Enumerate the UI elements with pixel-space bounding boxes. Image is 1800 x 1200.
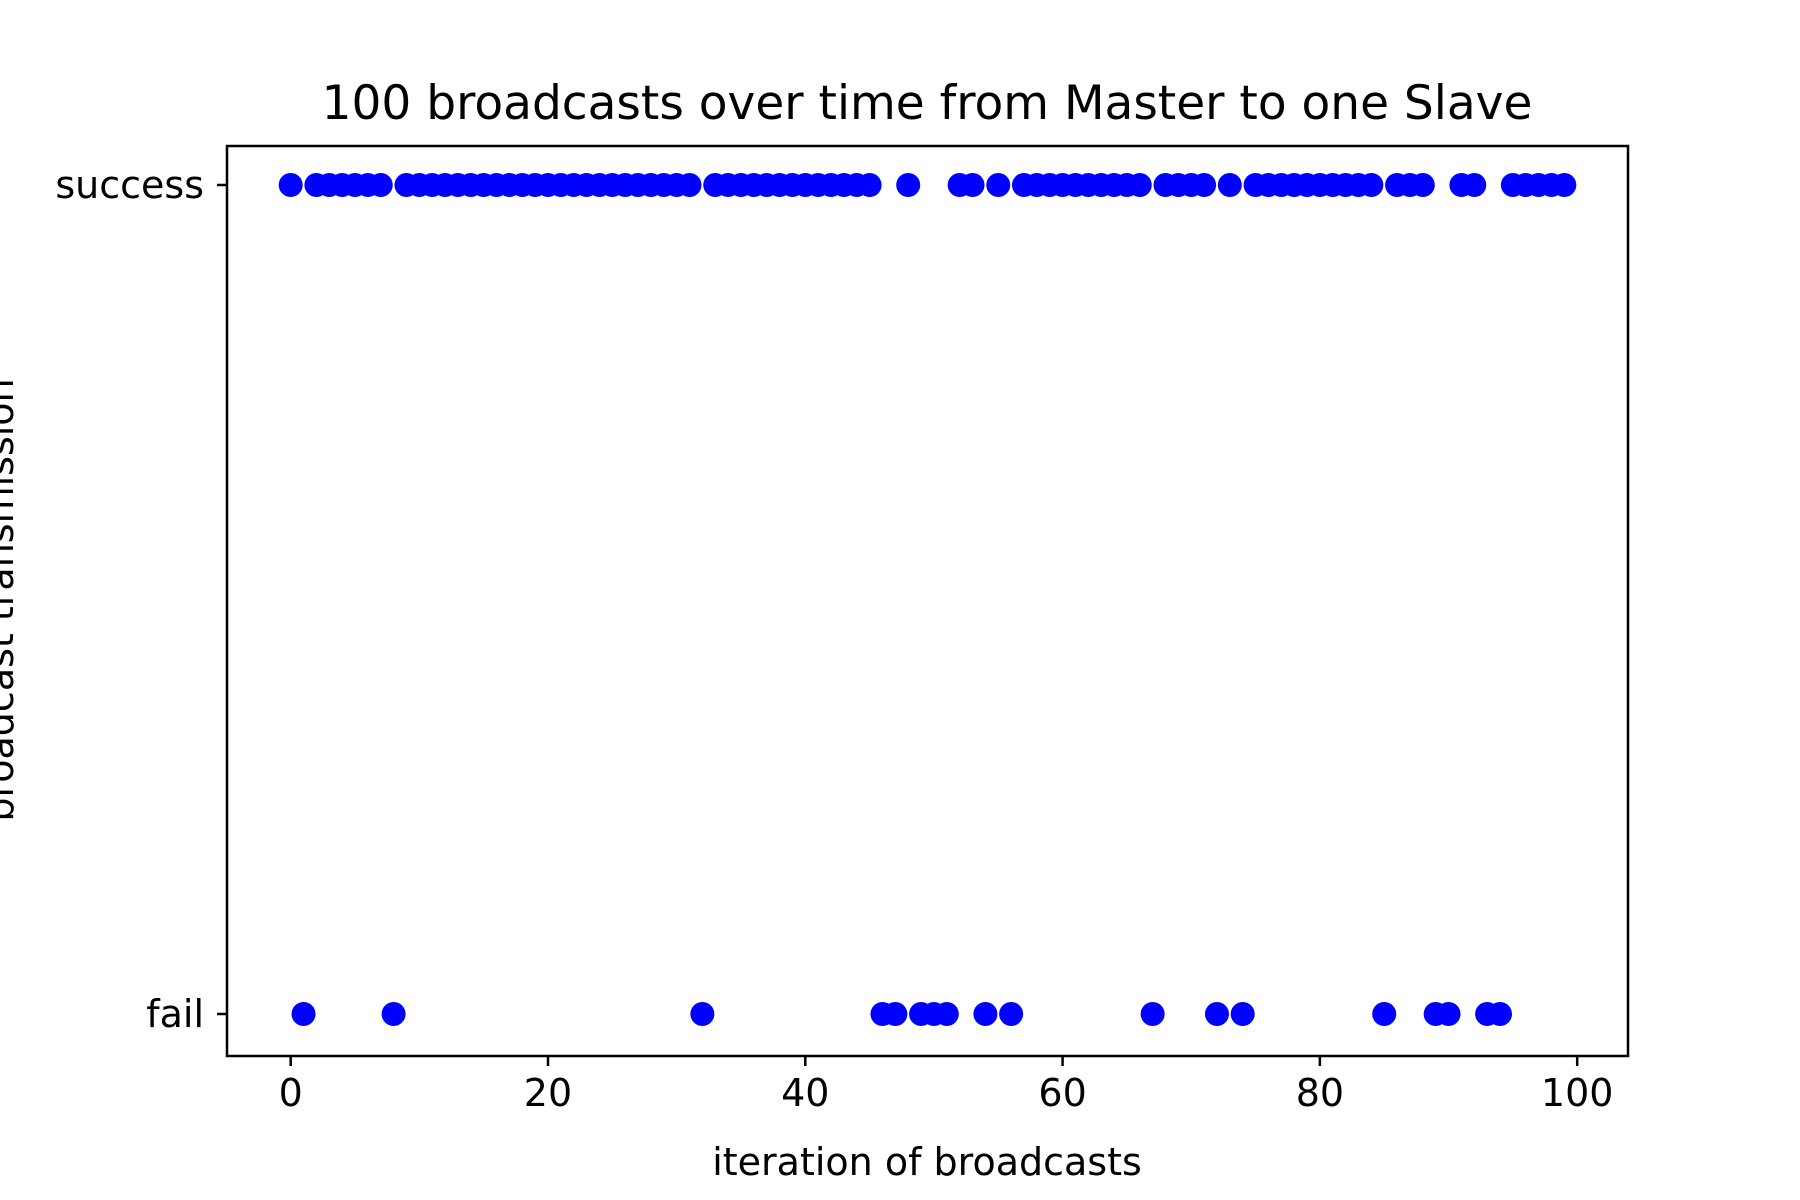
- data-point: [1204, 1002, 1229, 1026]
- x-tick-label: 0: [279, 1071, 303, 1115]
- data-point: [291, 1002, 316, 1026]
- data-point: [999, 1002, 1024, 1026]
- data-point: [690, 1002, 715, 1026]
- data-point: [1230, 1002, 1255, 1026]
- data-point: [1552, 173, 1577, 197]
- data-point: [1410, 173, 1435, 197]
- x-axis-label: iteration of broadcasts: [712, 1140, 1142, 1184]
- data-point: [896, 173, 921, 197]
- data-point: [986, 173, 1011, 197]
- y-axis-ticks: fail success: [55, 163, 227, 1036]
- data-point: [278, 173, 303, 197]
- y-tick-label-fail: fail: [146, 992, 204, 1036]
- data-point: [1359, 173, 1384, 197]
- data-point: [857, 173, 882, 197]
- x-tick-label: 100: [1541, 1071, 1614, 1115]
- data-point: [1217, 173, 1242, 197]
- data-point: [1436, 1002, 1461, 1026]
- data-point: [677, 173, 702, 197]
- y-axis-label: broadcast transmission: [0, 378, 22, 821]
- data-point: [934, 1002, 959, 1026]
- x-tick-label: 40: [781, 1071, 829, 1115]
- data-point: [381, 1002, 406, 1026]
- y-tick-label-success: success: [55, 163, 204, 207]
- data-point: [1140, 1002, 1165, 1026]
- x-axis-ticks: 0 20 40 60 80 100: [279, 1056, 1614, 1115]
- plot-frame: [225, 144, 1630, 1058]
- data-point: [960, 173, 985, 197]
- data-point: [1127, 173, 1152, 197]
- data-point: [1372, 1002, 1397, 1026]
- x-tick-label: 60: [1038, 1071, 1086, 1115]
- data-point: [973, 1002, 998, 1026]
- data-point: [1462, 173, 1487, 197]
- data-points: [278, 173, 1577, 1026]
- data-point: [1192, 173, 1217, 197]
- data-point: [1487, 1002, 1512, 1026]
- data-point: [883, 1002, 908, 1026]
- x-tick-label: 80: [1296, 1071, 1344, 1115]
- data-point: [368, 173, 393, 197]
- chart-title: 100 broadcasts over time from Master to …: [322, 76, 1533, 131]
- x-tick-label: 20: [524, 1071, 572, 1115]
